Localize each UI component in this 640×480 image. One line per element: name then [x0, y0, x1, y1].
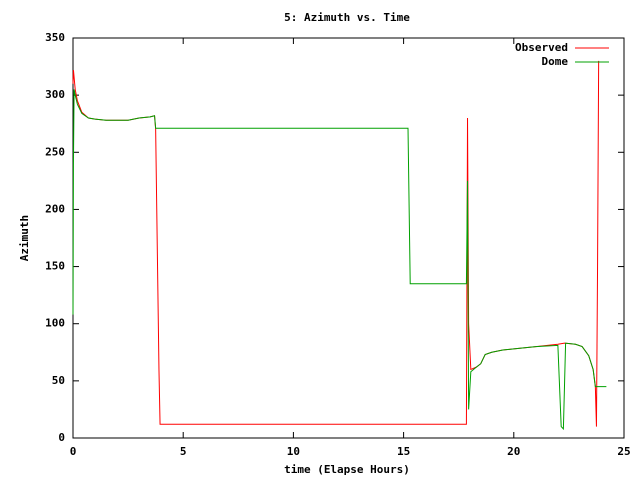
plot-border	[72, 37, 625, 439]
x-tick-label: 15	[397, 445, 410, 458]
legend-label: Observed	[515, 41, 568, 54]
legend-label: Dome	[542, 55, 569, 68]
y-tick-label: 150	[45, 260, 65, 273]
x-axis-label: time (Elapse Hours)	[284, 463, 410, 476]
y-tick-label: 250	[45, 145, 65, 158]
data-line	[72, 89, 607, 431]
y-tick-label: 50	[52, 374, 65, 387]
x-tick-label: 0	[70, 445, 77, 458]
x-tick-label: 25	[617, 445, 630, 458]
y-tick-label: 350	[45, 31, 65, 44]
y-axis-label: Azimuth	[18, 215, 31, 261]
data-line	[72, 60, 600, 427]
x-tick-label: 10	[287, 445, 300, 458]
y-tick-label: 100	[45, 317, 65, 330]
y-tick-label: 200	[45, 202, 65, 215]
x-tick-label: 20	[507, 445, 520, 458]
y-tick-label: 0	[58, 431, 65, 444]
chart-title: 5: Azimuth vs. Time	[284, 11, 410, 24]
x-tick-label: 5	[180, 445, 187, 458]
y-tick-label: 300	[45, 88, 65, 101]
